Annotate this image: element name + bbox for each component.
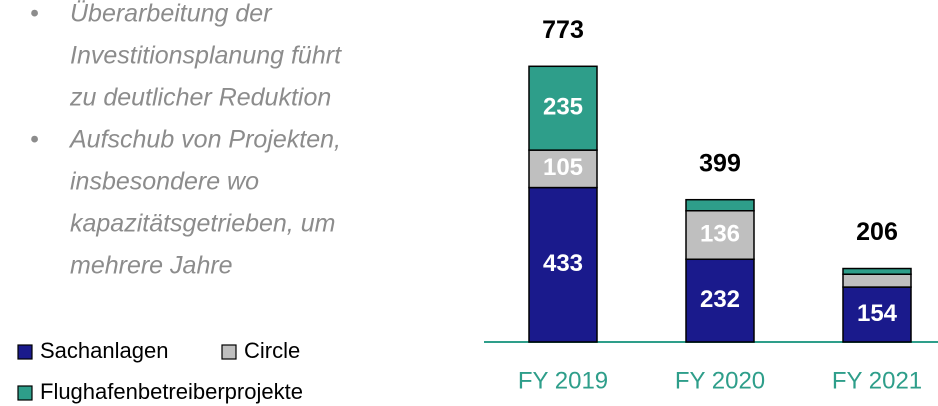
bullet-text: Überarbeitung der: [70, 0, 273, 28]
total-label: 206: [856, 218, 898, 246]
value-label: 105: [543, 154, 583, 181]
bar-segment: [528, 149, 598, 189]
bullet-text: mehrere Jahre: [70, 252, 233, 280]
bullet-text: zu deutlicher Reduktion: [69, 84, 331, 112]
bullet-text: Aufschub von Projekten,: [68, 126, 341, 154]
value-label: 154: [857, 300, 898, 327]
bar-segment: [528, 186, 598, 343]
x-tick-label: FY 2021: [832, 367, 922, 394]
bar-segment: [685, 258, 755, 343]
bullet-text: insbesondere wo: [70, 168, 259, 196]
bullet-dot: •: [30, 0, 39, 28]
bullet-text: Investitionsplanung führt: [70, 42, 342, 70]
bar-segment: [842, 286, 912, 343]
bullet-text: kapazitätsgetrieben, um: [70, 210, 335, 238]
bar-segment: [528, 65, 598, 151]
legend-swatch: [17, 385, 33, 401]
value-label: 136: [700, 220, 740, 247]
x-tick-label: FY 2020: [675, 367, 765, 394]
total-label: 399: [699, 149, 741, 177]
legend-swatch: [17, 344, 33, 360]
bar-segment: [842, 267, 912, 275]
value-label: 232: [700, 286, 740, 313]
x-tick-label: FY 2019: [518, 367, 608, 394]
bullet-dot: •: [30, 126, 39, 154]
value-label: 433: [543, 250, 583, 277]
legend-label: Sachanlagen: [40, 338, 168, 363]
value-label: 235: [543, 94, 583, 121]
bar-segment: [685, 198, 755, 212]
legend-swatch: [221, 344, 237, 360]
total-label: 773: [542, 16, 584, 44]
bar-segment: [685, 209, 755, 261]
legend-label: Flughafenbetreiberprojekte: [40, 379, 303, 404]
bar-segment: [842, 273, 912, 288]
legend-label: Circle: [244, 338, 300, 363]
